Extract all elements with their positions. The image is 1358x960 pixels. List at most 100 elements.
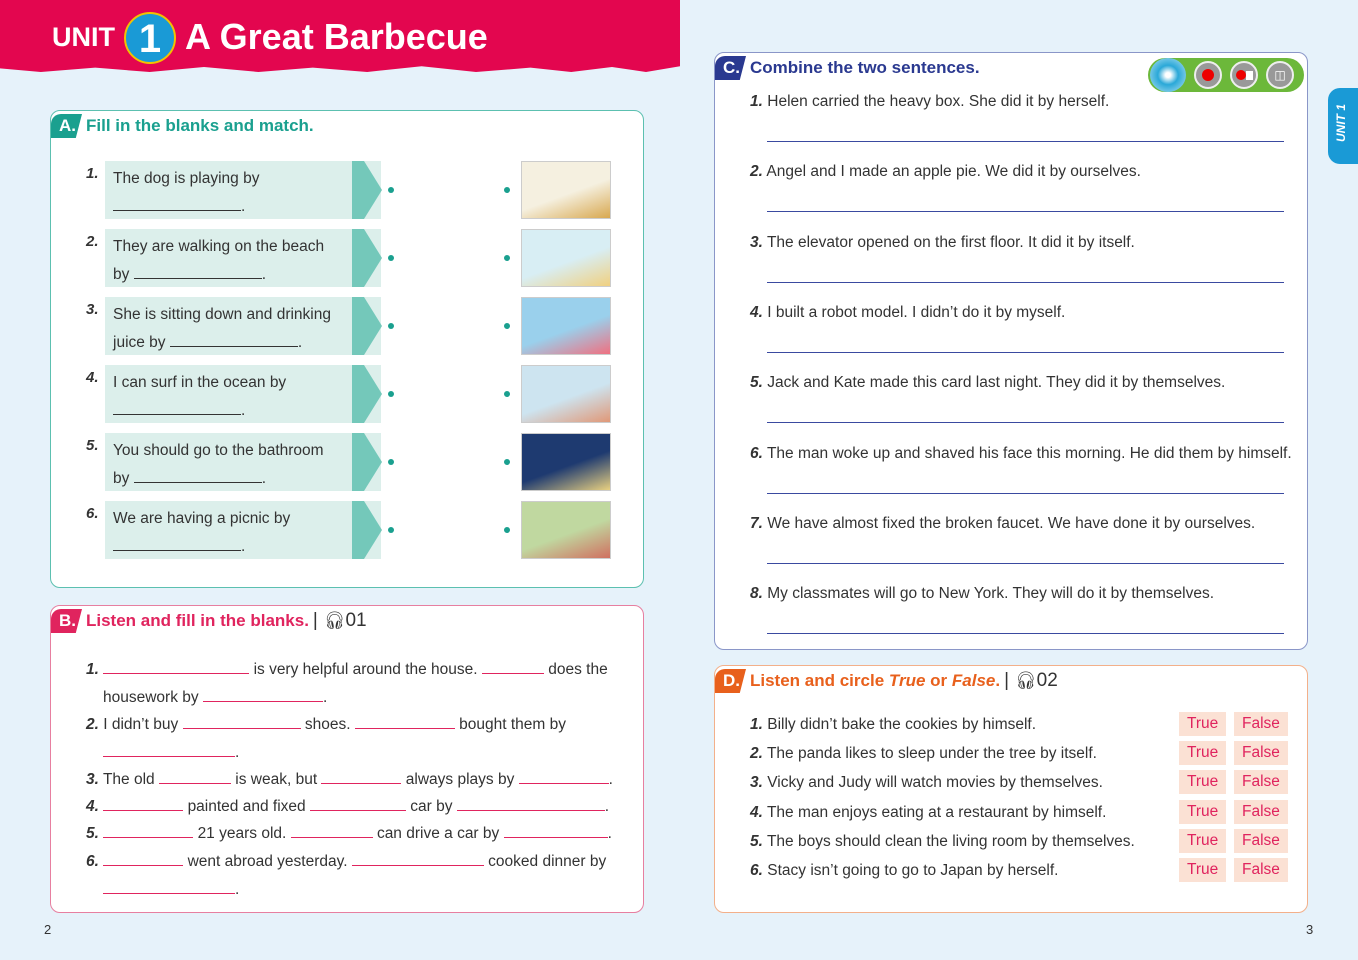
true-option[interactable]: True [1179,770,1227,795]
headphones-icon[interactable]: 🎧︎ [323,611,346,630]
unit-banner [0,0,680,72]
false-option[interactable]: False [1234,712,1288,736]
sentence-card: We are having a picnic by . [105,501,381,559]
match-item: 3. She is sitting down and drinking juice… [86,297,386,355]
answer-line[interactable] [767,492,1284,494]
sentence-card: They are walking on the beach by . [105,229,381,287]
answer-blank[interactable] [133,469,262,483]
section-b: B. Listen and fill in the blanks. | 🎧︎ 01 1.… [50,605,644,913]
tf-item: 5. The boys should clean the living room… [750,828,1295,853]
combine-item: 8. My classmates will go to New York. Th… [750,585,1215,603]
b-line: housework by . [103,689,328,706]
combine-item: 5. Jack and Kate made this card last nig… [750,374,1226,392]
answer-line[interactable] [767,281,1284,283]
false-option[interactable]: False [1234,770,1288,795]
answer-line[interactable] [767,211,1284,213]
section-title: Fill in the blanks and match. [86,116,314,135]
section-title: Listen and circle True or False. [750,671,1001,690]
answer-blank[interactable] [113,197,241,211]
unit-side-tab[interactable]: UNIT 1 [1328,88,1358,164]
combine-item: 3. The elevator opened on the first floo… [750,233,1135,251]
answer-line[interactable] [767,351,1284,353]
tf-item: 3. Vicky and Judy will watch movies by t… [750,770,1295,795]
match-dot-right[interactable] [504,323,510,329]
unit-label: UNIT [52,22,115,52]
section-title: Combine the two sentences. [750,58,980,77]
answer-blank[interactable] [113,401,241,415]
stop-record-icon[interactable] [1230,61,1258,89]
match-dot-left[interactable] [388,187,394,193]
match-item: 1. The dog is playing by . [86,161,386,219]
picture-girl-at-beach [521,365,611,423]
headphones-icon[interactable]: 🎧︎ [1015,671,1037,690]
true-option[interactable]: True [1179,799,1227,824]
match-dot-left[interactable] [388,527,394,533]
b-line: 1. is very helpful around the house. doe… [86,661,608,678]
true-option[interactable]: True [1179,741,1227,766]
page-title: A Great Barbecue [185,16,488,57]
true-option[interactable]: True [1179,828,1227,853]
match-dot-right[interactable] [504,527,510,533]
match-dot-right[interactable] [504,187,510,193]
b-line: 6. went abroad yesterday. cooked dinner … [86,853,607,870]
sentence-card: She is sitting down and drinking juice by… [105,297,381,355]
b-line: 5. 21 years old. can drive a car by . [86,825,612,842]
answer-line[interactable] [767,141,1284,142]
sentence-card: You should go to the bathroom by . [105,433,381,491]
match-dot-left[interactable] [388,323,394,329]
answer-blank[interactable] [133,265,262,279]
true-option[interactable]: True [1179,858,1227,882]
false-option[interactable]: False [1234,741,1288,766]
picture-family-picnic [521,501,611,559]
b-line: 3. The old is weak, but always plays by … [86,771,613,788]
match-dot-left[interactable] [388,255,394,261]
combine-item: 4. I built a robot model. I didn’t do it… [750,303,1066,321]
false-option[interactable]: False [1234,828,1288,853]
section-tag: B. [51,609,82,633]
match-dot-right[interactable] [504,459,510,465]
record-icon[interactable] [1194,61,1222,89]
listen-icon[interactable]: ◫ [1266,61,1294,89]
sentence-card: I can surf in the ocean by . [105,365,381,423]
section-d: D. Listen and circle True or False. | 🎧︎ 02 … [714,665,1308,913]
section-title: Listen and fill in the blanks. [86,611,309,630]
b-line: . [103,880,623,899]
picture-dog [521,161,611,219]
match-dot-left[interactable] [388,391,394,397]
match-item: 2. They are walking on the beach by . [86,229,386,287]
false-option[interactable]: False [1234,799,1288,824]
answer-line[interactable] [767,422,1284,424]
match-dot-right[interactable] [504,255,510,261]
match-dot-left[interactable] [388,459,394,465]
picture-couple-at-night-beach [521,433,611,491]
combine-item: 1. Helen carried the heavy box. She did … [750,93,1110,110]
tf-item: 4. The man enjoys eating at a restaurant… [750,799,1295,824]
page-number-right: 3 [1306,922,1314,937]
audio-toolbar: ◫ [1148,58,1304,92]
match-dot-right[interactable] [504,391,510,397]
answer-line[interactable] [767,633,1284,635]
answer-blank[interactable] [169,333,298,347]
match-item: 4. I can surf in the ocean by . [86,365,386,423]
answer-line[interactable] [767,562,1284,564]
section-tag: C. [715,56,746,80]
tf-item: 2. The panda likes to sleep under the tr… [750,741,1295,766]
combine-item: 7. We have almost fixed the broken fauce… [750,514,1256,532]
b-line: . [103,743,623,762]
pen-icon[interactable] [1150,58,1186,92]
page-number-left: 2 [44,922,52,937]
tf-item: 1. Billy didn’t bake the cookies by hims… [750,712,1295,736]
unit-number-badge: 1 [124,12,176,64]
picture-boy-surfing [521,297,611,355]
sentence-card: The dog is playing by . [105,161,381,219]
section-c: C. Combine the two sentences. ◫ 1. Helen … [714,52,1308,650]
match-item: 6. We are having a picnic by . [86,501,386,559]
combine-item: 6. The man woke up and shaved his face t… [750,444,1292,462]
false-option[interactable]: False [1234,858,1288,882]
b-line: 4. painted and fixed car by . [86,798,610,815]
answer-blank[interactable] [113,537,241,551]
true-option[interactable]: True [1179,712,1227,736]
section-a-header: A. Fill in the blanks and match. [51,114,314,138]
combine-item: 2. Angel and I made an apple pie. We did… [750,163,1141,181]
section-a: A. Fill in the blanks and match. 1. The d… [50,110,644,588]
